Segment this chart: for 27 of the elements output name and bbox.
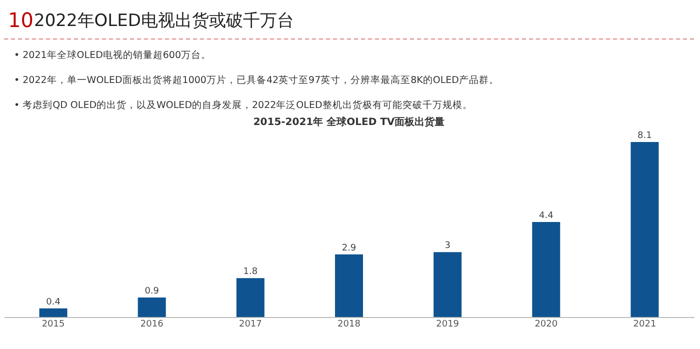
text: • 考虑到QD OLED的出货，以及WOLED的自身发展，2022年泛OLED整机出货极有可能突破千万规模。 xyxy=(14,99,472,111)
bar xyxy=(532,222,560,317)
bar xyxy=(630,142,659,317)
bar xyxy=(236,278,264,317)
data-label: 4.4 xyxy=(538,210,554,221)
text: 10 xyxy=(8,8,34,32)
x-tick-label: 2015 xyxy=(42,320,65,330)
chart-title: 2015-2021年 全球OLED TV面板出货量 xyxy=(253,116,445,128)
x-tick-label: 2018 xyxy=(338,320,361,330)
x-tick-label: 2016 xyxy=(140,320,164,330)
bar xyxy=(138,298,166,317)
data-label: 3 xyxy=(444,241,450,252)
text: • 2022年，单一WOLED面板出货将超1000万片，已具备42英寸至97英寸，分辨率最高至8K的OLED产品群。 xyxy=(14,74,499,86)
text: • 2021年全球OLED电视的销量超600万台。 xyxy=(14,49,212,61)
x-tick-label: 2021 xyxy=(633,320,656,330)
bar xyxy=(335,254,363,317)
x-tick-label: 2019 xyxy=(436,320,460,330)
data-label: 0.4 xyxy=(46,297,61,308)
x-tick-label: 2017 xyxy=(238,320,262,330)
bar xyxy=(39,308,68,317)
bar xyxy=(434,252,462,317)
data-label: 8.1 xyxy=(638,131,652,141)
x-tick-label: 2020 xyxy=(534,320,558,330)
data-label: 0.9 xyxy=(144,286,160,297)
data-label: 1.8 xyxy=(243,267,258,278)
text: 2022年OLED电视出货或破千万台 xyxy=(34,11,294,31)
data-label: 2.9 xyxy=(342,243,356,254)
